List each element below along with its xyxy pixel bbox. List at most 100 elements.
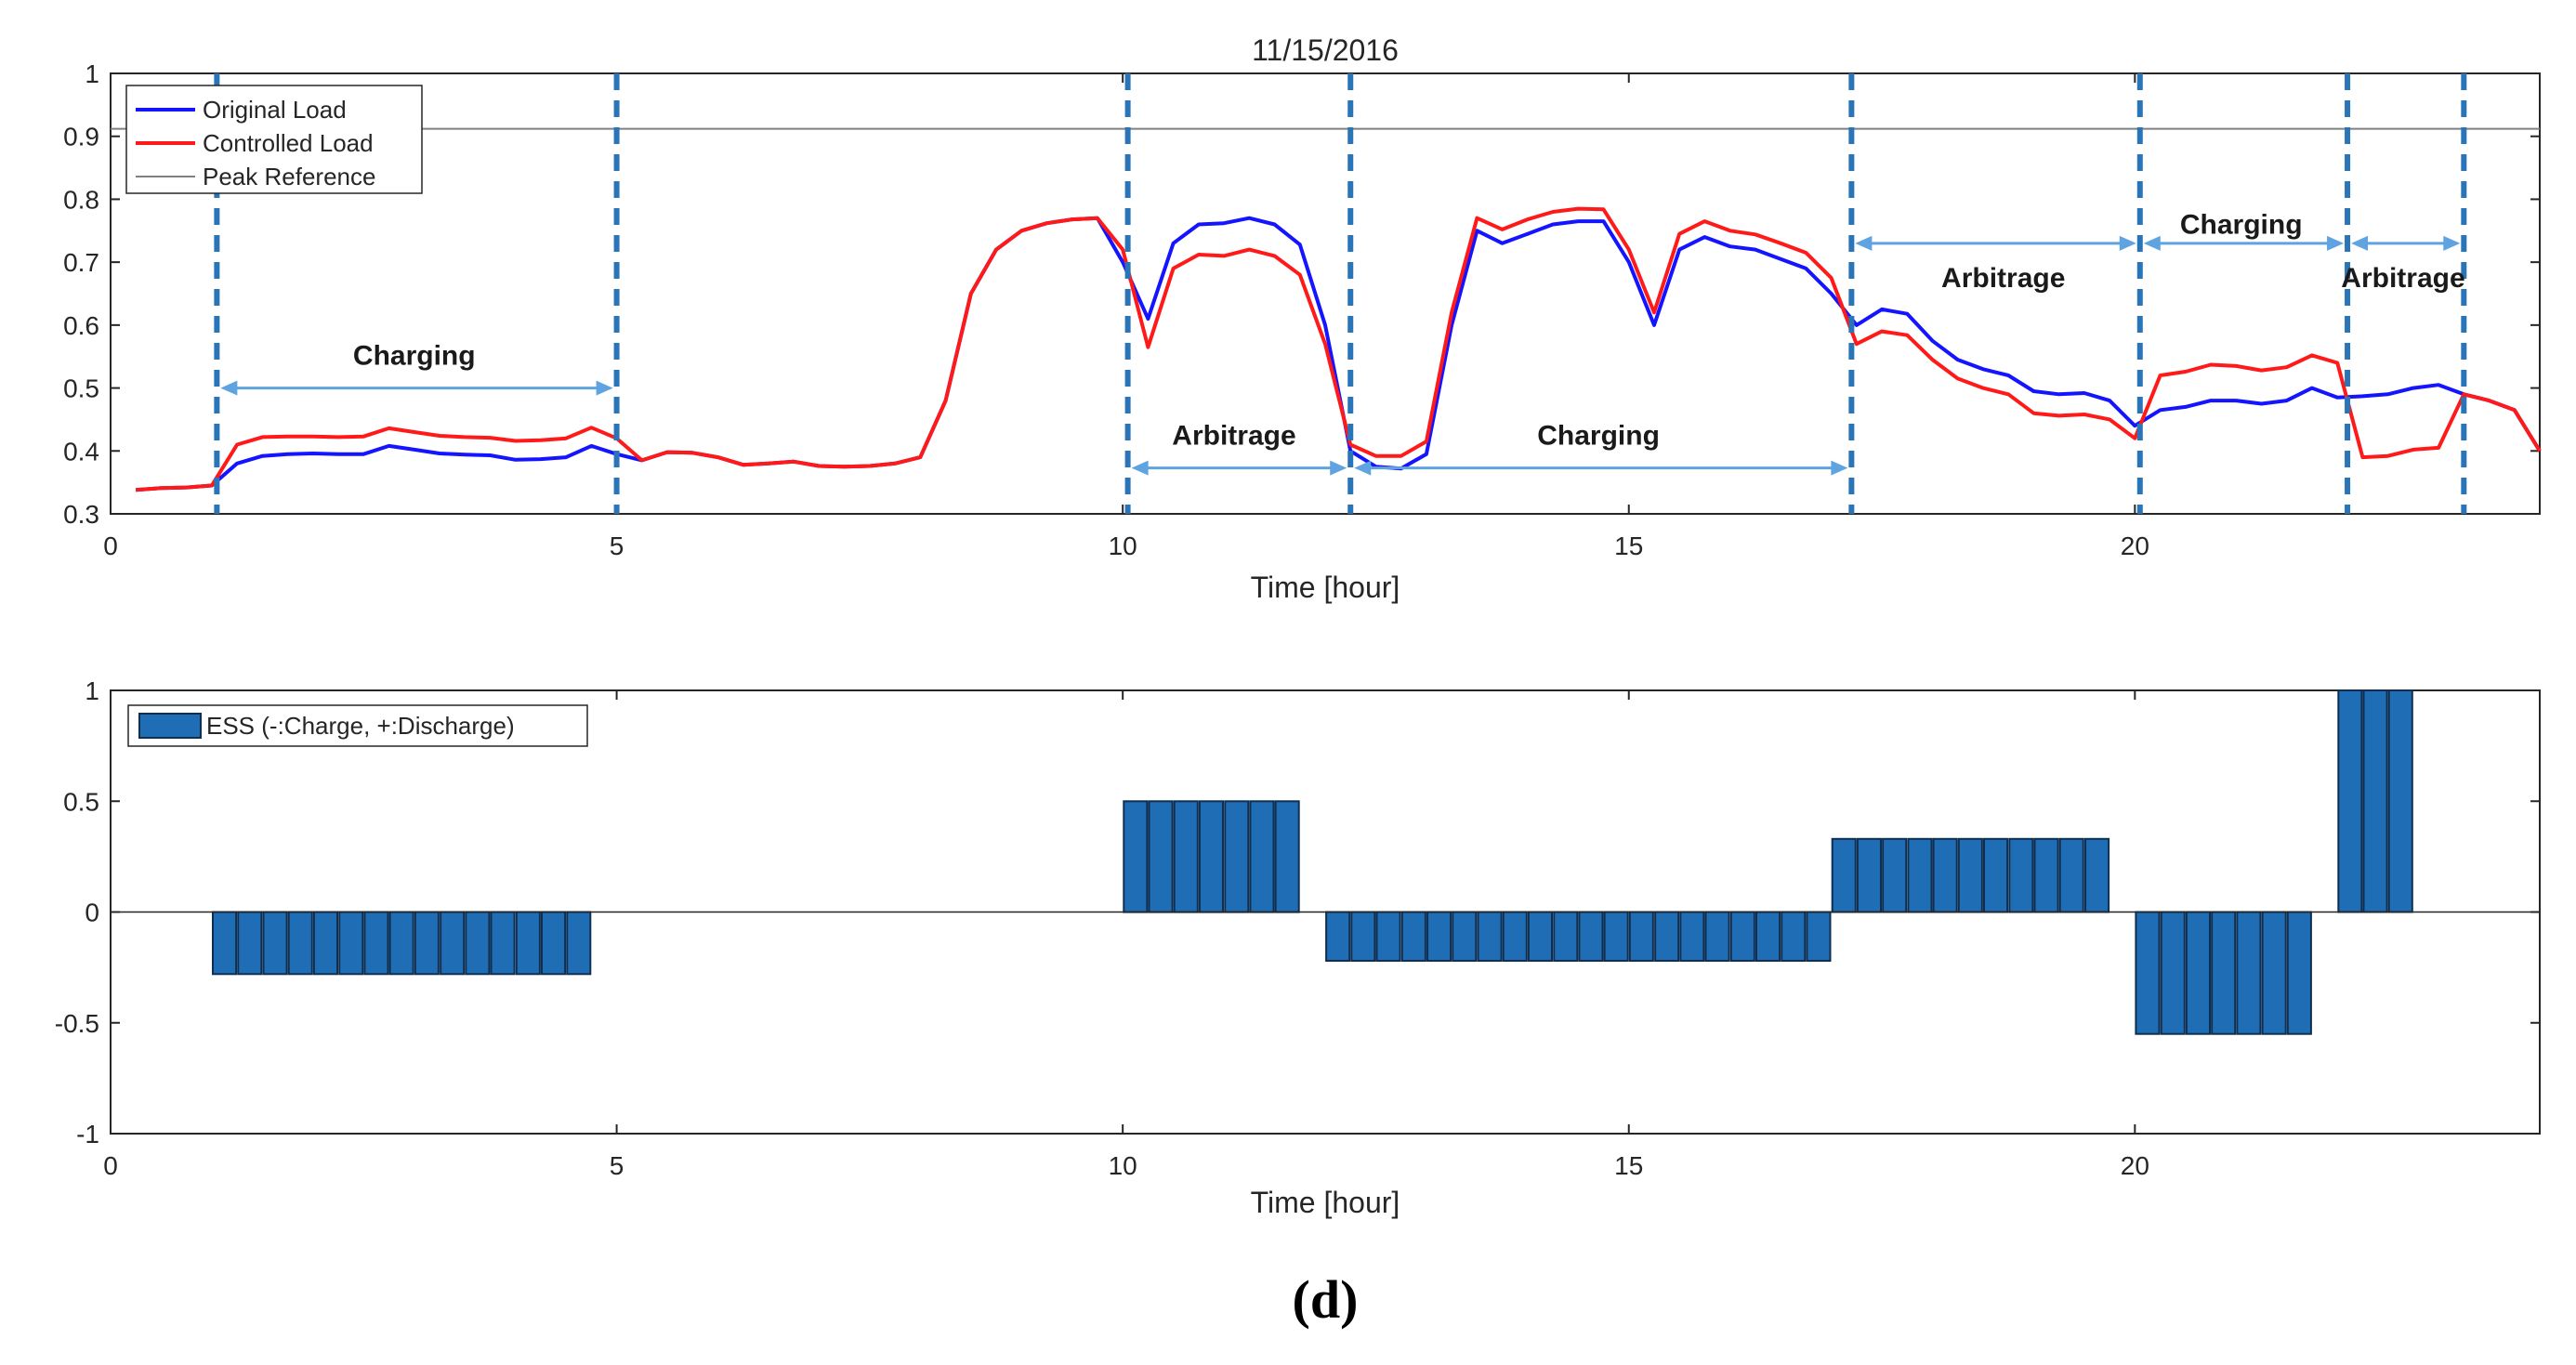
ess-bar [1224, 800, 1250, 913]
ess-bar [1527, 911, 1554, 962]
ess-bar [363, 911, 389, 976]
segment-arrow-head-right [1831, 460, 1848, 476]
ess-bar [1502, 911, 1528, 962]
ess-bar [1882, 837, 1908, 913]
legend-label: Peak Reference [203, 163, 375, 190]
legend-swatch [138, 713, 202, 739]
legend-box [125, 85, 423, 194]
ess-chart-y-tick-label: -0.5 [55, 1009, 99, 1038]
load-chart-axes: 0 5 10 15 20 0.3 0.4 0.5 0.6 0.7 0.8 0.9 1 [63, 59, 2540, 560]
ess-bar [490, 911, 516, 976]
ess-bar [2135, 911, 2161, 1035]
load-chart-legend: Original Load Controlled Load Peak Referen… [125, 85, 423, 194]
ess-bar [262, 911, 288, 976]
ess-bar [312, 911, 338, 976]
ess-chart-x-axis-label: Time [hour] [1251, 1186, 1400, 1219]
ess-bar [1983, 837, 2009, 913]
ess-bar [2236, 911, 2262, 1035]
ess-bar [2033, 837, 2059, 913]
ess-bar [212, 911, 238, 976]
segment-arrow-head-right [596, 380, 613, 396]
ess-bar [1198, 800, 1225, 913]
ess-bar [1173, 800, 1199, 913]
ess-chart-y-tick-label: 1 [85, 676, 99, 705]
ess-bar [1907, 837, 1933, 913]
load-chart-x-tick-label: 5 [610, 532, 624, 560]
load-chart-x-tick-label: 0 [103, 532, 118, 560]
ess-chart-y-tick-label: 0.5 [63, 787, 99, 816]
ess-bar [287, 911, 313, 976]
ess-bar [1148, 800, 1174, 913]
ess-chart-y-tick-label: -1 [76, 1120, 99, 1148]
load-chart-y-tick-label: 0.6 [63, 311, 99, 340]
ess-bar [1249, 800, 1275, 913]
load-chart-annotations: Charging Arbitrage Charging Arbitrage Chargi… [220, 210, 2465, 476]
load-chart-x-axis-label: Time [hour] [1251, 571, 1400, 604]
segment-label: Charging [353, 340, 476, 371]
ess-bar [1123, 800, 1149, 913]
ess-bar [1603, 911, 1629, 962]
ess-bar [2261, 911, 2287, 1035]
load-chart-y-tick-label: 1 [85, 59, 99, 88]
segment-arrow-head-right [2327, 235, 2345, 251]
ess-bar [1704, 911, 1730, 962]
ess-bar [2337, 689, 2363, 913]
load-chart-title: 11/15/2016 [1252, 33, 1399, 67]
segment-arrow-head-left [1354, 460, 1372, 476]
segment-arrow-head-left [1855, 235, 1873, 251]
segment-arrow-head-right [2443, 235, 2461, 251]
ess-bar [1932, 837, 1958, 913]
ess-bar [1426, 911, 1452, 962]
load-chart-x-tick-label: 20 [2121, 532, 2149, 560]
legend-box [127, 704, 588, 747]
segment-arrow-head-left [2351, 235, 2369, 251]
ess-bar [1350, 911, 1376, 962]
ess-chart-axes: 0 5 10 15 20 -1 -0.5 0 0.5 1 [55, 676, 2540, 1180]
ess-bar [440, 911, 466, 976]
load-chart-dividers [214, 73, 2467, 514]
ess-bar [338, 911, 364, 976]
segment-label: Arbitrage [2341, 263, 2464, 294]
ess-bar [2211, 911, 2237, 1035]
ess-bar [1375, 911, 1401, 962]
load-chart-x-tick-label: 10 [1109, 532, 1137, 560]
legend-label: Controlled Load [203, 129, 374, 157]
figure-caption: (d) [1293, 1269, 1359, 1330]
ess-chart-x-tick-label: 5 [610, 1151, 624, 1180]
legend-label: Original Load [203, 96, 347, 124]
ess-bar [2160, 911, 2186, 1035]
ess-bar [1477, 911, 1503, 962]
ess-bar [1957, 837, 1983, 913]
ess-bar [1679, 911, 1705, 962]
ess-bar [1400, 911, 1426, 962]
segment-label: Charging [1537, 420, 1660, 451]
ess-bar [1806, 911, 1832, 962]
ess-bar [2362, 689, 2388, 913]
ess-chart-x-tick-label: 20 [2121, 1151, 2149, 1180]
ess-bar [1654, 911, 1680, 962]
ess-chart-y-tick-label: 0 [85, 899, 99, 927]
ess-bar [1755, 911, 1781, 962]
ess-bar [1578, 911, 1604, 962]
segment-label: Arbitrage [1172, 420, 1295, 451]
ess-bar [1553, 911, 1579, 962]
ess-chart: Time [hour] 0 5 10 15 20 -1 -0.5 0 0.5 1 ESS (-:C… [55, 676, 2541, 1219]
ess-chart-x-tick-label: 0 [103, 1151, 118, 1180]
load-chart-y-tick-label: 0.5 [63, 374, 99, 403]
ess-bar [465, 911, 491, 976]
ess-bar [1831, 837, 1857, 913]
ess-chart-x-tick-label: 15 [1614, 1151, 1643, 1180]
ess-bar [566, 911, 592, 976]
ess-bar [1325, 911, 1351, 962]
segment-arrow-head-left [220, 380, 238, 396]
load-chart-y-tick-label: 0.9 [63, 123, 99, 151]
ess-chart-x-tick-label: 10 [1109, 1151, 1137, 1180]
legend-label: ESS (-:Charge, +:Discharge) [206, 712, 515, 740]
ess-bar [1729, 911, 1755, 962]
ess-bar [1781, 911, 1807, 962]
segment-label: Charging [2180, 210, 2303, 241]
ess-bar [1274, 800, 1300, 913]
ess-bar [2286, 911, 2312, 1035]
load-chart-plot-area [110, 72, 2541, 515]
